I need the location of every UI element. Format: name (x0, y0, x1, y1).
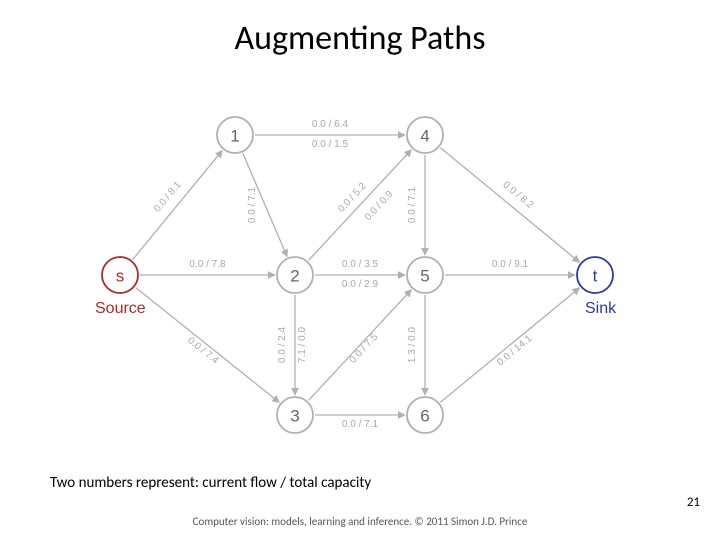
edge-label: 0.0 / 8.2 (501, 180, 536, 212)
edge-label: 0.0 / 7.5 (348, 331, 381, 365)
edge (309, 150, 412, 261)
edge-label: 0.0 / 0.9 (363, 189, 396, 223)
edge-label: 0.0 / 8.1 (152, 179, 184, 214)
source-label: Source (95, 300, 146, 318)
edge-label: 0.0 / 1.5 (312, 139, 349, 150)
edge-label: 0.0 / 7.1 (247, 186, 258, 223)
node-label-2: 2 (290, 267, 299, 286)
edge-label: 7.1 / 0.0 (297, 326, 308, 363)
edge-label: 0.0 / 14.1 (495, 333, 535, 368)
edge (440, 288, 579, 403)
edge-label: 0.0 / 7.1 (407, 186, 418, 223)
node-label-s: s (116, 267, 125, 286)
edge-label: 0.0 / 3.5 (342, 259, 379, 270)
edge-label: 0.0 / 7.8 (189, 259, 226, 270)
edge-label: 0.0 / 7.1 (342, 419, 379, 430)
edge-label: 0.0 / 9.1 (492, 259, 529, 270)
node-label-1: 1 (230, 127, 239, 146)
edge (133, 150, 223, 259)
edge-label: 1.3 / 0.0 (407, 326, 418, 363)
node-label-6: 6 (420, 407, 429, 426)
network-diagram: 0.0 / 8.10.0 / 7.80.0 / 7.40.0 / 6.40.0 … (0, 0, 720, 540)
node-label-4: 4 (420, 127, 429, 146)
node-label-3: 3 (290, 407, 299, 426)
footer-text: Computer vision: models, learning and in… (0, 515, 720, 528)
node-label-t: t (593, 267, 598, 286)
caption-text: Two numbers represent: current flow / to… (50, 474, 371, 492)
edge-label: 0.0 / 2.4 (277, 326, 288, 363)
edge-label: 0.0 / 2.9 (342, 279, 379, 290)
edge-label: 0.0 / 5.2 (336, 181, 369, 215)
edge (440, 148, 579, 263)
node-label-5: 5 (420, 267, 429, 286)
sink-label: Sink (585, 300, 616, 318)
edge (136, 287, 280, 402)
page-number: 21 (687, 495, 700, 510)
edge-label: 0.0 / 6.4 (312, 119, 349, 130)
